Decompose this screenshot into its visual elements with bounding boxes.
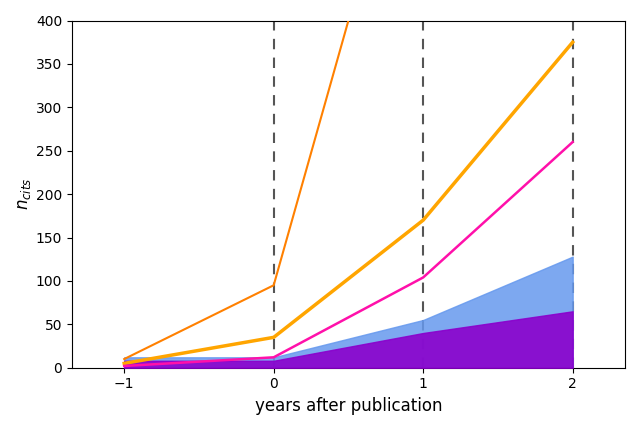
X-axis label: years after publication: years after publication xyxy=(255,397,442,415)
Y-axis label: $n_{cits}$: $n_{cits}$ xyxy=(15,178,33,210)
